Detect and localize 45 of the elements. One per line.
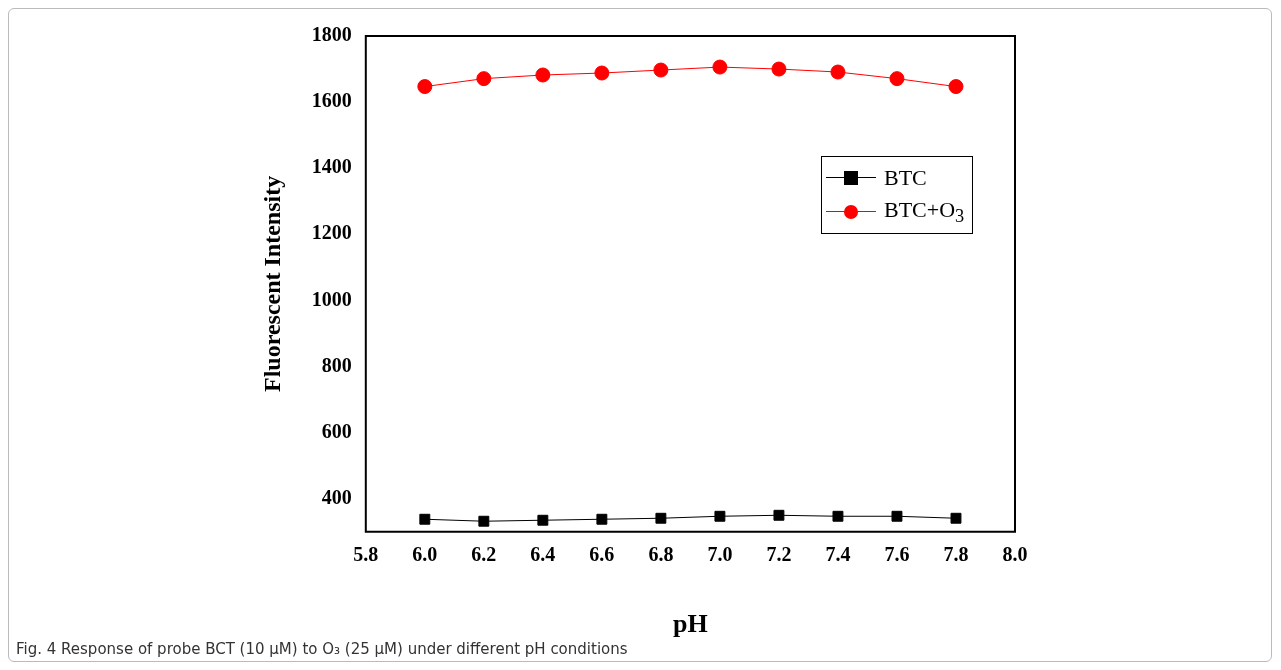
point [596,513,608,525]
x-tick-label: 6.8 [648,542,674,565]
x-tick-label: 6.6 [589,542,615,565]
x-tick-label: 7.2 [766,542,792,565]
point [889,71,905,87]
y-tick-label: 1800 [311,23,352,46]
point [771,61,787,77]
point [419,513,431,525]
point [478,515,490,527]
point [476,71,492,87]
x-tick-label: 8.0 [1002,542,1028,565]
x-tick-label: 7.0 [707,542,733,565]
point [891,510,903,522]
point [830,64,846,80]
x-axis-title: pH [673,609,708,639]
y-tick-label: 1200 [311,221,352,244]
point [594,65,610,81]
x-tick-label: 7.6 [884,542,910,565]
point [537,514,549,526]
point [773,509,785,521]
y-tick-label: 400 [321,485,352,508]
point [950,512,962,524]
point [712,59,728,75]
caption: Fig. 4 Response of probe BCT (10 μM) to O₃ (25 μM) under different pH conditions [16,640,628,658]
point [417,79,433,95]
x-tick-label: 6.0 [412,542,438,565]
point [948,79,964,95]
x-tick-label: 6.2 [471,542,497,565]
y-tick-label: 600 [321,419,352,442]
x-tick-label: 7.4 [825,542,851,565]
point [535,67,551,83]
x-tick-label: 7.8 [943,542,969,565]
point [653,62,669,78]
point [714,510,726,522]
y-axis-title: Fluorescent Intensity [258,175,285,393]
legend-label: BTC [884,165,927,191]
y-tick-label: 800 [321,353,352,376]
y-tick-label: 1600 [311,89,352,112]
legend-label: BTC+O$_{3}$ [884,196,965,228]
point [832,510,844,522]
x-tick-label: 6.4 [530,542,556,565]
x-tick-label: 5.8 [353,542,379,565]
y-tick-label: 1000 [311,287,352,310]
y-tick-label: 1400 [311,155,352,178]
point [655,512,667,524]
